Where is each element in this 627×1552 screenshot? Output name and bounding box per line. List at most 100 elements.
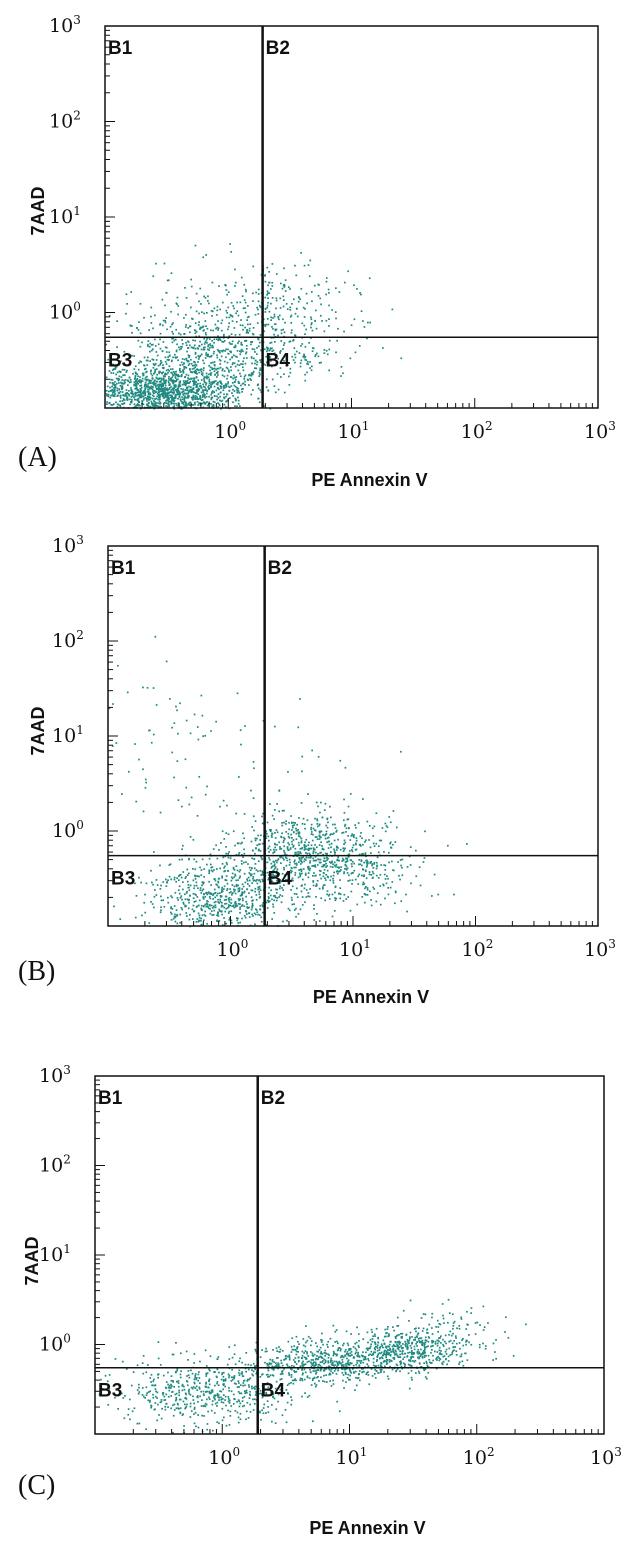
data-point xyxy=(115,365,118,368)
data-point xyxy=(184,1406,187,1409)
data-point xyxy=(384,897,386,900)
data-point xyxy=(394,890,397,893)
data-point xyxy=(317,1358,320,1360)
data-point xyxy=(247,883,249,885)
data-point xyxy=(213,341,215,344)
data-point xyxy=(332,1383,335,1385)
data-point xyxy=(335,287,337,289)
data-point xyxy=(215,338,218,340)
data-point xyxy=(176,1368,179,1370)
data-point xyxy=(383,1371,385,1373)
data-point xyxy=(140,380,143,383)
data-point xyxy=(240,1392,243,1395)
data-point xyxy=(204,394,206,396)
data-point xyxy=(301,847,304,849)
data-point xyxy=(216,1405,218,1407)
data-point xyxy=(368,839,370,841)
data-point xyxy=(134,375,137,377)
data-point xyxy=(230,301,233,304)
data-point xyxy=(219,395,221,398)
data-point xyxy=(248,866,251,869)
data-point xyxy=(324,877,326,879)
data-point xyxy=(299,859,302,862)
data-point xyxy=(189,884,192,887)
data-point xyxy=(209,853,212,856)
data-point xyxy=(155,368,158,370)
data-point xyxy=(299,908,302,911)
data-point xyxy=(175,1342,177,1344)
data-point xyxy=(251,902,254,905)
data-point xyxy=(302,868,305,870)
data-point xyxy=(241,1397,244,1399)
data-point xyxy=(159,888,162,890)
data-point xyxy=(275,861,278,864)
data-point xyxy=(375,861,378,864)
data-point xyxy=(277,316,279,318)
data-point xyxy=(158,383,161,386)
data-point xyxy=(329,1373,332,1376)
data-point xyxy=(283,866,285,869)
data-point xyxy=(187,364,190,367)
data-point xyxy=(217,367,220,370)
data-point xyxy=(348,1368,351,1371)
data-point xyxy=(201,714,204,717)
data-point xyxy=(305,852,307,854)
data-point xyxy=(308,1360,310,1363)
data-point xyxy=(271,297,274,299)
data-point xyxy=(176,356,178,358)
data-point xyxy=(236,389,238,391)
data-point xyxy=(265,1412,267,1414)
data-point xyxy=(205,1386,208,1388)
data-point xyxy=(122,374,124,376)
data-point xyxy=(252,1374,254,1377)
data-point xyxy=(339,897,341,900)
x-tick-label: 102 xyxy=(462,937,494,961)
data-point xyxy=(141,402,143,404)
data-point xyxy=(175,705,177,708)
data-point xyxy=(258,375,261,377)
data-point xyxy=(205,325,207,327)
data-point xyxy=(311,865,314,867)
data-point xyxy=(339,869,342,871)
data-point xyxy=(223,1383,225,1385)
data-point xyxy=(143,392,146,394)
data-point xyxy=(269,877,272,880)
data-point xyxy=(220,1398,223,1401)
data-point xyxy=(185,912,188,914)
data-point xyxy=(227,381,229,383)
data-point xyxy=(223,384,226,387)
data-point xyxy=(321,1361,323,1364)
data-point xyxy=(335,317,337,320)
data-point xyxy=(379,1368,382,1371)
data-point xyxy=(231,320,234,322)
data-point xyxy=(116,387,119,390)
data-point xyxy=(193,1353,196,1355)
data-point xyxy=(252,915,254,917)
data-point xyxy=(340,375,342,377)
data-point xyxy=(334,897,336,899)
data-point xyxy=(224,1385,226,1388)
data-point xyxy=(266,306,269,309)
data-point xyxy=(185,313,187,316)
data-point xyxy=(245,351,248,353)
data-point xyxy=(141,372,144,375)
data-point xyxy=(137,398,140,400)
data-point xyxy=(220,400,223,403)
data-point xyxy=(259,361,262,363)
data-point xyxy=(284,290,287,292)
data-point xyxy=(135,384,138,387)
data-point xyxy=(343,848,346,851)
data-point xyxy=(174,891,177,894)
data-point xyxy=(276,870,278,873)
data-point xyxy=(244,362,247,365)
data-point xyxy=(237,369,240,372)
data-point xyxy=(208,857,211,860)
data-point xyxy=(182,844,184,847)
data-point xyxy=(214,906,216,909)
data-point xyxy=(308,849,310,851)
data-point xyxy=(216,857,219,860)
data-point xyxy=(183,403,185,406)
data-point xyxy=(202,1393,205,1395)
data-point xyxy=(160,895,162,898)
data-point xyxy=(207,900,209,903)
